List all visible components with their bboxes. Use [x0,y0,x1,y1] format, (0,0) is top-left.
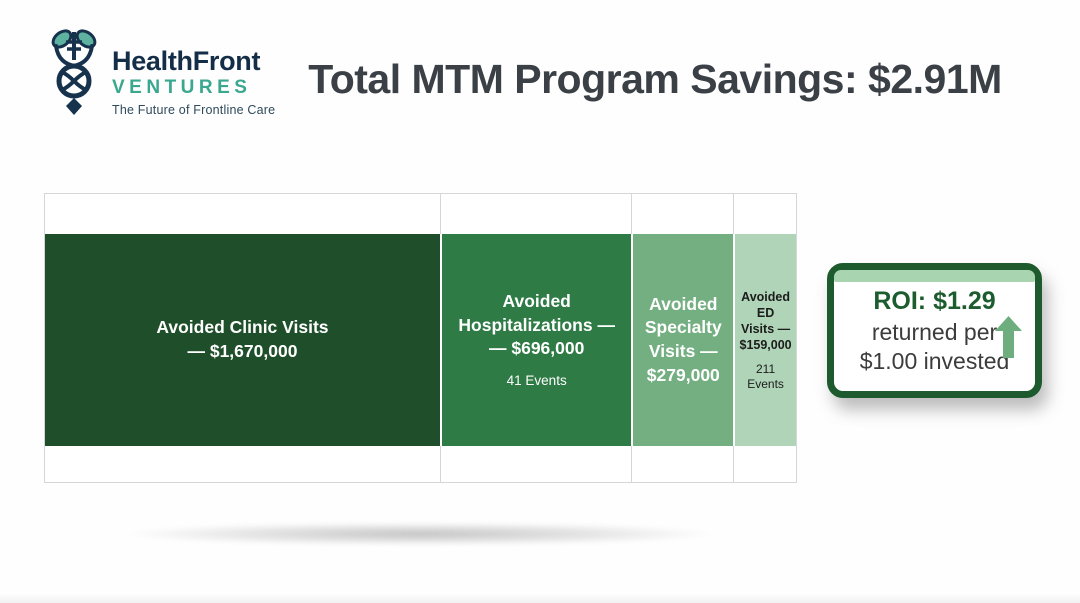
bottom-vignette [0,593,1080,603]
page-title: Total MTM Program Savings: $2.91M [308,56,1002,102]
bottom-cell-3 [631,446,733,482]
bar-segment-events: 211 Events [747,361,784,391]
brand-text-block: HealthFront VENTURES The Future of Front… [112,26,276,118]
roi-card-top-strip [834,270,1035,282]
top-cell-4 [733,194,796,234]
bottom-cell-1 [45,446,440,482]
bottom-cell-4 [733,446,796,482]
brand-name: HealthFront [112,46,261,76]
up-arrow-icon [995,316,1022,358]
top-cell-3 [631,194,733,234]
top-cell-1 [45,194,440,234]
bottom-cell-2 [439,446,632,482]
bar-segment-label: Avoided ED Visits — $159,000 [739,289,792,353]
chart-row-top [45,194,796,234]
roi-headline: ROI: $1.29 [873,287,996,315]
brand-logo: HealthFront VENTURES The Future of Front… [44,26,275,118]
chart-row-bottom [45,446,796,482]
brand-tagline: The Future of Frontline Care [112,103,276,117]
top-cell-2 [439,194,632,234]
roi-line-2: returned per [871,318,998,345]
bar-segment-1: Avoided Clinic Visits — $1,670,000 [45,234,440,446]
chart-drop-shadow [40,519,800,549]
bar-segment-label: Avoided Specialty Visits — $279,000 [644,293,722,385]
bar-segment-2: Avoided Hospitalizations — — $696,000 41 Ev… [439,234,632,446]
bar-segment-label: Avoided Clinic Visits — $1,670,000 [156,317,329,361]
bar-segment-3: Avoided Specialty Visits — $279,000 [631,234,734,446]
healthfront-plant-logo-icon [51,29,97,115]
savings-stacked-bar-chart: Avoided Clinic Visits — $1,670,000 Avoided… [44,193,797,483]
roi-line-3: $1.00 invested [859,347,1010,374]
brand-subname: VENTURES [112,77,252,98]
roi-card: ROI: $1.29 returned per $1.00 invested [827,263,1042,398]
chart-row-bar: Avoided Clinic Visits — $1,670,000 Avoided… [45,234,796,446]
roi-card-text: ROI: $1.29 returned per $1.00 invested [834,286,1035,376]
bar-segment-4: Avoided ED Visits — $159,000 211 Events [733,234,796,446]
bar-segment-events: 41 Events [506,373,567,388]
bar-segment-label: Avoided Hospitalizations — — $696,000 [458,291,615,359]
